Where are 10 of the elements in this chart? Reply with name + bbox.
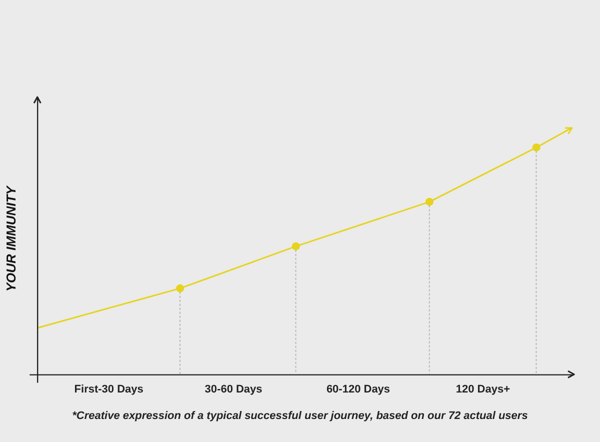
y-axis-title: YOUR IMMUNITY [3, 184, 18, 292]
point [176, 284, 184, 292]
point [532, 143, 540, 152]
point [425, 198, 434, 206]
x-tick-label: 120 Days+ [456, 383, 510, 396]
point [292, 242, 300, 250]
text: *Creative expression of a typical successful user journey, based on our 72 actual users [71, 410, 529, 422]
x-tick-label: First-30 Days [74, 383, 144, 396]
x-tick-label: 30-60 Days [204, 383, 262, 396]
x-tick-label: 60-120 Days [326, 383, 390, 396]
